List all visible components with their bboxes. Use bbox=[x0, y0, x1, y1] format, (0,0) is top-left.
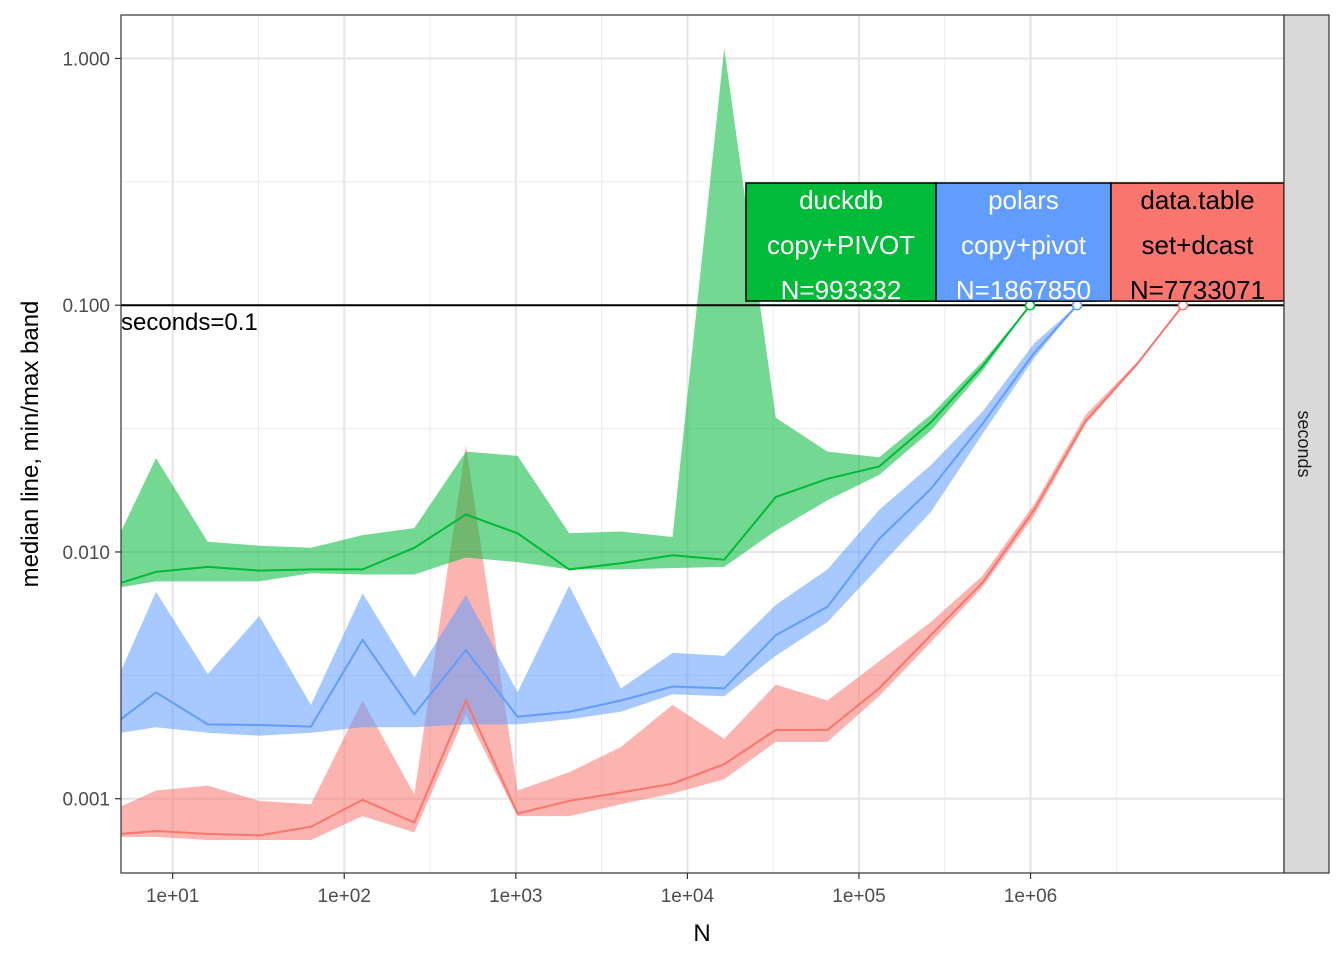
x-tick-label: 1e+05 bbox=[832, 886, 885, 907]
y-axis-ticks: 0.001 0.010 0.100 1.000 bbox=[62, 49, 121, 811]
min-max-bands bbox=[121, 48, 1183, 840]
label-text-series-1: N=1867850 bbox=[956, 275, 1091, 305]
label-box-series-0 bbox=[1110, 182, 1285, 302]
band-series-0 bbox=[121, 305, 1183, 840]
y-tick-label: 0.100 bbox=[62, 296, 110, 317]
x-tick-label: 1e+03 bbox=[489, 886, 542, 907]
label-text-series-1: copy+pivot bbox=[961, 230, 1087, 260]
label-text-series-0: data.table bbox=[1140, 185, 1254, 215]
median-line-series-1 bbox=[120, 304, 1078, 728]
y-axis-label: median line, min/max band bbox=[17, 301, 44, 588]
y-tick-label: 0.001 bbox=[62, 790, 110, 811]
direct-labels: duckdb copy+PIVOT N=993332 polars copy+pivot… bbox=[745, 182, 1285, 305]
median-line-series-0 bbox=[120, 304, 1184, 837]
x-tick-label: 1e+04 bbox=[661, 886, 715, 907]
median-line-series-2 bbox=[120, 304, 1031, 584]
band-series-1 bbox=[121, 305, 1078, 736]
label-text-series-1: polars bbox=[988, 185, 1059, 215]
label-box-series-1 bbox=[935, 182, 1112, 302]
label-text-series-2: N=993332 bbox=[781, 275, 902, 305]
x-tick-label: 1e+06 bbox=[1004, 886, 1057, 907]
facet-strip bbox=[1283, 14, 1330, 874]
label-text-series-0: set+dcast bbox=[1141, 230, 1254, 260]
band-series-2 bbox=[121, 48, 1031, 588]
label-text-series-0: N=7733071 bbox=[1130, 275, 1265, 305]
facet-strip-label: seconds bbox=[1294, 410, 1314, 477]
x-axis-ticks: 1e+01 1e+02 1e+03 1e+04 1e+05 1e+06 bbox=[146, 873, 1057, 907]
y-tick-label: 1.000 bbox=[62, 49, 110, 70]
reference-line-label: seconds=0.1 bbox=[121, 309, 258, 336]
median-lines bbox=[120, 304, 1184, 837]
minor-gridlines bbox=[121, 15, 1284, 873]
x-tick-label: 1e+02 bbox=[318, 886, 371, 907]
x-axis-label: N bbox=[693, 920, 710, 947]
label-text-series-2: copy+PIVOT bbox=[767, 230, 915, 260]
x-tick-label: 1e+01 bbox=[146, 886, 199, 907]
label-text-series-2: duckdb bbox=[799, 185, 883, 215]
y-tick-label: 0.010 bbox=[62, 543, 110, 564]
